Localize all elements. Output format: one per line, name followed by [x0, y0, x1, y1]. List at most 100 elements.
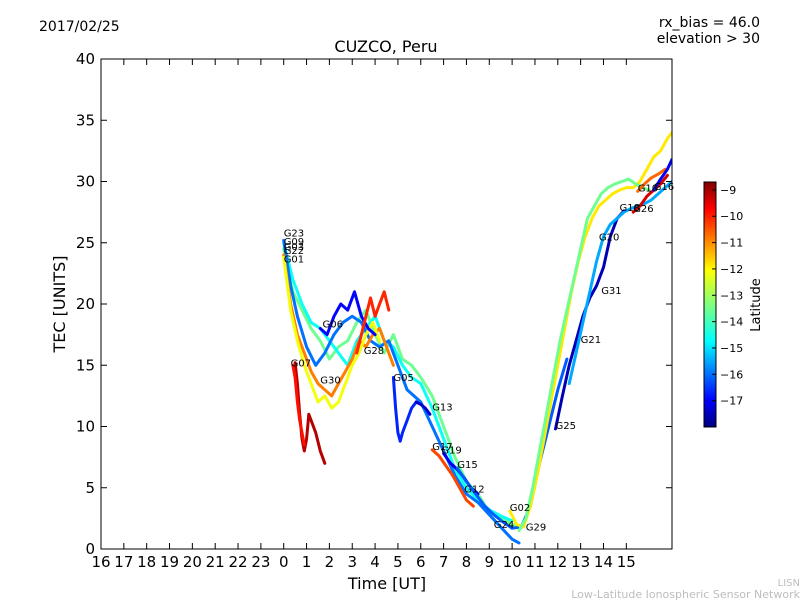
- satellite-label-g15: G15: [457, 460, 477, 471]
- y-tick-label: 40: [76, 50, 95, 68]
- colorbar-tick-label: −10: [720, 210, 743, 223]
- tec-series-7: [291, 363, 306, 447]
- tec-series-8: [318, 290, 377, 337]
- colorbar-tick-label: −15: [720, 342, 743, 355]
- satellite-label-g13: G13: [432, 403, 452, 414]
- y-tick-label: 5: [85, 479, 95, 497]
- tec-series-21: [652, 157, 672, 192]
- tec-series-15: [508, 131, 672, 529]
- x-tick-label: 9: [485, 553, 495, 571]
- x-tick-label: 21: [206, 553, 225, 571]
- y-axis: 0 5 10 15 20 25 30 35 40: [76, 50, 672, 558]
- x-tick-label: 17: [114, 553, 133, 571]
- x-tick-label: 6: [416, 553, 426, 571]
- tec-series-9: [355, 290, 391, 355]
- y-axis-label: TEC [UNITS]: [50, 256, 69, 354]
- y-tick-label: 35: [76, 111, 95, 129]
- satellite-label-g19: G19: [441, 445, 461, 456]
- series-layer: [282, 131, 672, 545]
- x-tick-label: 5: [393, 553, 403, 571]
- x-tick-label: 10: [503, 553, 522, 571]
- colorbar-ticks: −17 −16 −15 −14 −13 −12 −11 −10 −9: [712, 184, 743, 408]
- x-axis: 16 17 18 19 20 21 22 23 0 1 2 3 4 5 6 7 8 9 10 11 12 13 14 15: [91, 59, 636, 571]
- satellite-label-g02: G02: [510, 503, 530, 514]
- tec-series-14: [455, 357, 569, 530]
- satellite-label-g10: G10: [638, 183, 658, 194]
- colorbar-tick-label: −9: [720, 184, 736, 197]
- satellite-label-g09: G09: [284, 237, 304, 248]
- tec-series-10: [391, 376, 418, 443]
- satellite-label-g05: G05: [393, 373, 413, 384]
- satellite-label-g25: G25: [556, 421, 576, 432]
- y-tick-label: 15: [76, 356, 95, 374]
- tec-series-5: [282, 255, 382, 410]
- satellite-label-g01: G01: [284, 254, 304, 265]
- satellite-label-g26: G26: [633, 204, 653, 215]
- tec-series-18: [567, 180, 672, 386]
- tec-series-1: [282, 247, 525, 529]
- y-tick-label: 25: [76, 234, 95, 252]
- x-tick-label: 7: [439, 553, 449, 571]
- x-tick-label: 8: [462, 553, 472, 571]
- x-tick-label: 20: [183, 553, 202, 571]
- tec-series-3: [282, 238, 521, 545]
- x-tick-label: 16: [91, 553, 110, 571]
- x-tick-label: 2: [325, 553, 335, 571]
- rx-bias-label: rx_bias = 46.0: [659, 15, 760, 31]
- watermark-network: Low-Latitude Ionospheric Sensor Network: [571, 588, 800, 600]
- x-tick-label: 23: [251, 553, 270, 571]
- tec-series-12: [430, 448, 475, 508]
- colorbar-tick-label: −14: [720, 316, 743, 329]
- colorbar: [703, 181, 717, 428]
- satellite-label-g28: G28: [364, 346, 384, 357]
- colorbar-tick-label: −11: [720, 237, 743, 250]
- satellite-label-g22: G22: [284, 246, 304, 257]
- satellite-label-g24: G24: [494, 520, 514, 531]
- tec-series-16: [517, 177, 651, 533]
- x-tick-label: 11: [525, 553, 544, 571]
- satellite-label-g17: G17: [432, 442, 452, 453]
- x-tick-label: 1: [302, 553, 312, 571]
- satellite-label-g18: G18: [620, 203, 640, 214]
- satellite-label-g30: G30: [320, 376, 340, 387]
- date-label: 2017/02/25: [39, 19, 120, 35]
- y-tick-label: 10: [76, 418, 95, 436]
- satellite-label-g21: G21: [581, 335, 601, 346]
- colorbar-tick-label: −17: [720, 395, 743, 408]
- x-tick-label: 4: [370, 553, 380, 571]
- chart-title: CUZCO, Peru: [334, 37, 437, 56]
- y-tick-label: 0: [85, 540, 95, 558]
- satellite-label-g29: G29: [526, 523, 546, 534]
- satellite-label-g12: G12: [464, 485, 484, 496]
- tec-series-20: [636, 167, 667, 193]
- tec-series-19: [631, 173, 669, 214]
- x-tick-label: 18: [137, 553, 156, 571]
- satellite-label-g06: G06: [323, 319, 343, 330]
- y-tick-label: 20: [76, 295, 95, 313]
- x-tick-label: 0: [279, 553, 289, 571]
- elevation-label: elevation > 30: [657, 31, 760, 47]
- x-axis-label: Time [UT]: [347, 574, 426, 593]
- x-tick-label: 12: [548, 553, 567, 571]
- x-tick-label: 13: [571, 553, 590, 571]
- satellite-label-g20: G20: [599, 232, 619, 243]
- satellite-label-g31: G31: [601, 286, 621, 297]
- x-tick-label: 3: [347, 553, 357, 571]
- satellite-label-g07: G07: [291, 359, 311, 370]
- x-tick-label: 22: [228, 553, 247, 571]
- colorbar-label: Latitude: [749, 278, 764, 332]
- colorbar-tick-label: −13: [720, 289, 743, 302]
- colorbar-tick-label: −12: [720, 263, 743, 276]
- tec-series-11: [414, 400, 432, 416]
- y-tick-label: 30: [76, 173, 95, 191]
- satellite-label-g16: G16: [654, 182, 674, 193]
- satellite-label-g23: G23: [284, 229, 304, 240]
- x-tick-label: 15: [617, 553, 636, 571]
- x-tick-label: 19: [160, 553, 179, 571]
- watermark-lisn: LISN: [778, 578, 800, 589]
- satellite-label-g03: G03: [284, 242, 304, 253]
- colorbar-tick-label: −16: [720, 368, 743, 381]
- x-tick-label: 14: [594, 553, 613, 571]
